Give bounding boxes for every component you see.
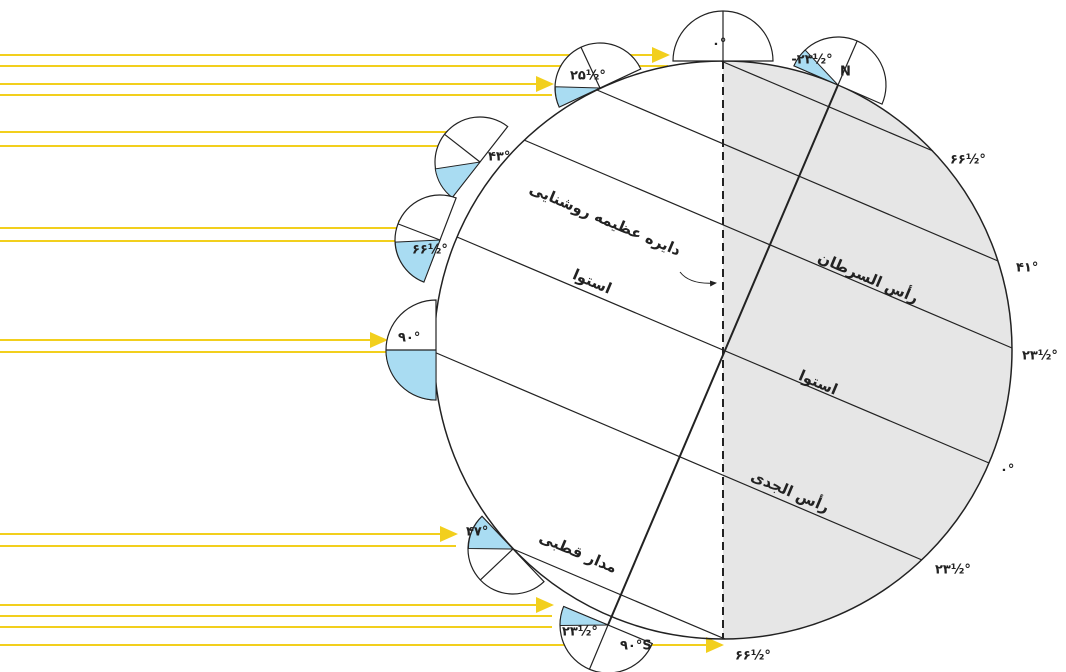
- instrument-label: N: [840, 65, 851, 80]
- region-label: استوا: [570, 265, 614, 297]
- latitude-label: ۶۶½°: [950, 153, 986, 168]
- instrument-label: ۹۰°S: [620, 639, 652, 654]
- instrument-label: ۲۳½°: [562, 625, 598, 640]
- latitude-label: ۰°: [1000, 463, 1014, 478]
- sun-rays: [0, 47, 724, 653]
- earth: [433, 60, 1013, 640]
- instrument-label: -۲۳½°: [791, 53, 832, 68]
- instrument-label: ۹۰°: [398, 331, 420, 346]
- instrument-label: ۴۷°: [466, 525, 488, 540]
- instrument-label: ۰°: [712, 37, 726, 52]
- latitude-label: ۲۳½°: [1022, 349, 1058, 364]
- region-label: دایره عظیمه روشنایی: [527, 180, 684, 260]
- latitude-label: ۶۶½°: [735, 649, 771, 664]
- latitude-label: ۲۳½°: [935, 563, 971, 578]
- instrument-label: ۶۶½°: [412, 243, 448, 258]
- latitude-label: ۴۱°: [1016, 261, 1038, 276]
- region-label: مدار قطبی: [537, 528, 620, 577]
- instruments: [385, 10, 887, 672]
- instrument-label: ۲۵½°: [570, 69, 606, 84]
- instrument-label: ۴۳°: [488, 150, 510, 165]
